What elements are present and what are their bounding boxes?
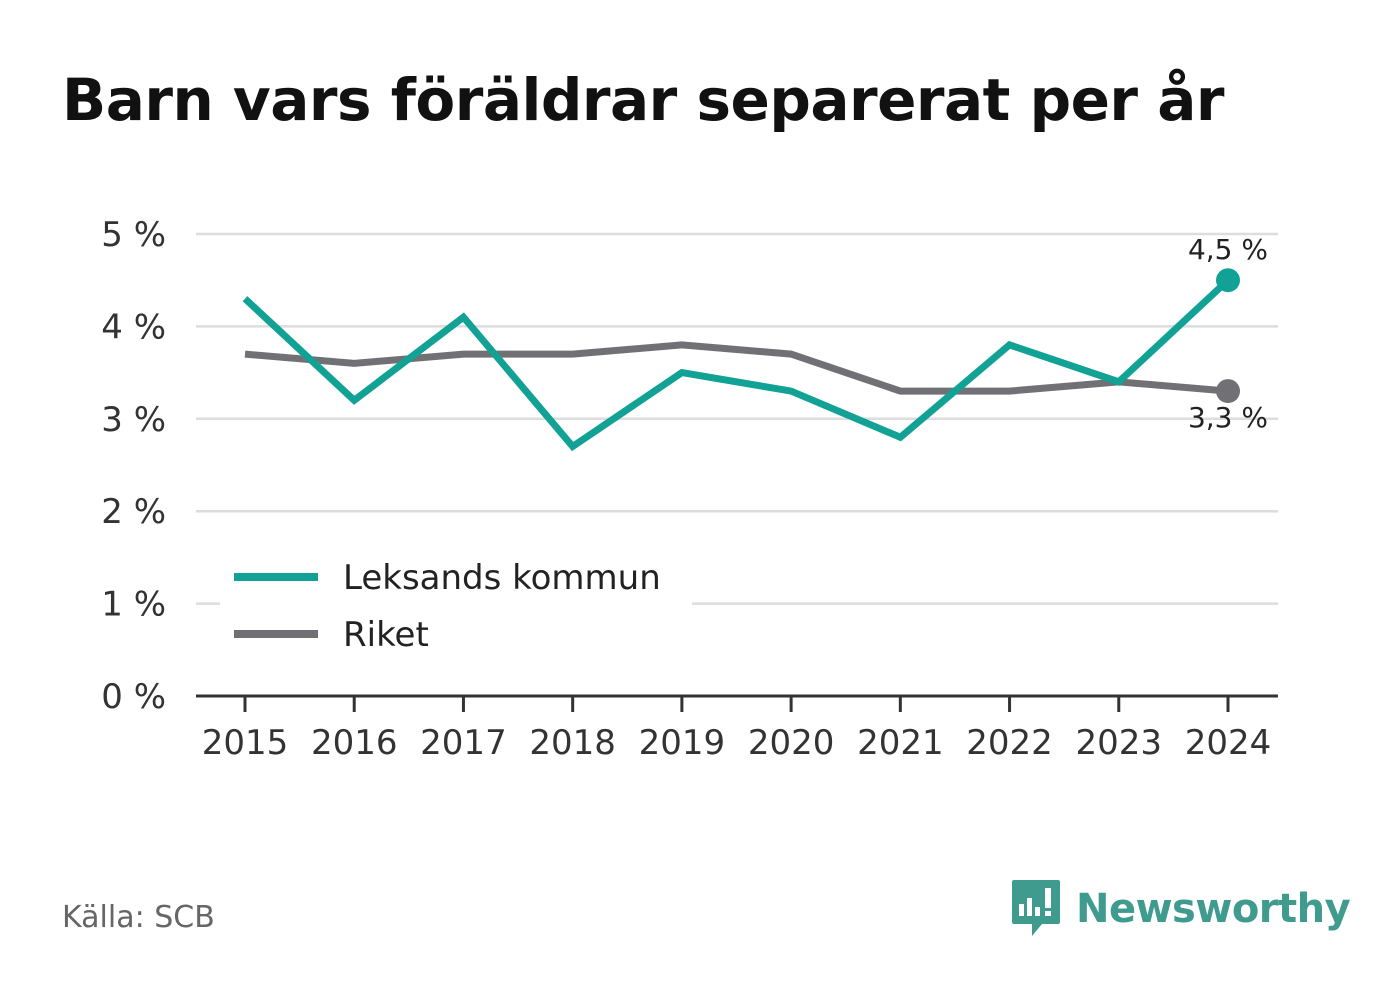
x-tick-label: 2023	[1076, 723, 1163, 763]
y-tick-label: 2 %	[101, 492, 166, 532]
legend-background	[220, 546, 692, 662]
y-tick-label: 1 %	[101, 585, 166, 625]
series-line	[242, 277, 1231, 452]
end-point-marker	[1216, 379, 1240, 404]
y-tick-label: 0 %	[101, 677, 166, 717]
x-tick-label: 2020	[748, 723, 835, 763]
chart-title: Barn vars föräldrar separerat per år	[62, 66, 1224, 134]
end-markers: 4,5 % 3,3 %	[1188, 233, 1268, 434]
legend-label: Riket	[343, 615, 429, 655]
x-tick-label: 2016	[311, 723, 398, 763]
source-note: Källa: SCB	[62, 900, 215, 935]
end-value-label: 4,5 %	[1188, 233, 1268, 266]
y-tick-label: 5 %	[101, 215, 166, 255]
x-tick-label: 2015	[202, 723, 289, 763]
x-tick-label: 2017	[420, 723, 507, 763]
brand[interactable]: Newsworthy	[1010, 878, 1351, 940]
end-value-label: 3,3 %	[1188, 401, 1268, 434]
y-axis-tick-labels: 0 % 1 % 2 % 3 % 4 % 5 %	[101, 215, 166, 717]
series-lines	[242, 277, 1231, 452]
x-tick-label: 2024	[1185, 723, 1272, 763]
legend-label: Leksands kommun	[343, 558, 661, 598]
y-tick-label: 3 %	[101, 400, 166, 440]
end-point-marker	[1216, 268, 1240, 293]
x-tick-label: 2021	[857, 723, 944, 763]
x-axis: 2015 2016 2017 2018 2019 2020 2021 2022 2023 2024	[196, 694, 1278, 763]
y-tick-label: 4 %	[101, 307, 166, 347]
x-tick-label: 2022	[966, 723, 1053, 763]
brand-name: Newsworthy	[1076, 886, 1351, 932]
x-tick-label: 2018	[529, 723, 616, 763]
legend: Leksands kommun Riket	[220, 546, 692, 662]
x-tick-label: 2019	[639, 723, 726, 763]
bar-chart-speech-bubble-icon	[1012, 880, 1060, 936]
